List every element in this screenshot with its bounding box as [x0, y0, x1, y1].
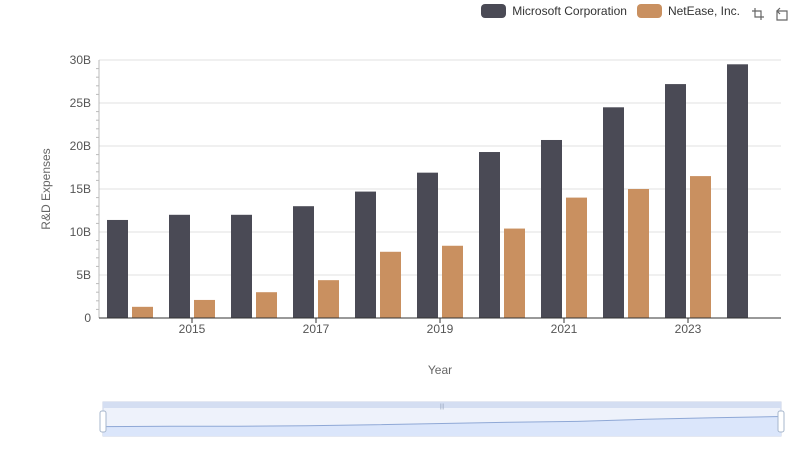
- bar-netease-2022: [628, 189, 649, 318]
- bar-microsoft-2023: [665, 84, 686, 318]
- datazoom-area: [103, 416, 781, 436]
- x-tick-label: 2023: [675, 322, 702, 336]
- bar-microsoft-2014: [107, 219, 128, 318]
- zoom-reset-icon[interactable]: [774, 6, 790, 22]
- datazoom-track: [102, 401, 782, 437]
- x-tick-label: 2019: [427, 322, 454, 336]
- bar-microsoft-2015: [169, 214, 190, 318]
- bar-microsoft-2019: [417, 172, 438, 318]
- y-tick-label: 0: [84, 311, 91, 325]
- datazoom-topbar: [103, 402, 781, 408]
- bar-microsoft-2016: [231, 214, 252, 318]
- bar-netease-2015: [194, 299, 215, 318]
- bar-netease-2020: [504, 228, 525, 318]
- bar-netease-2018: [380, 251, 401, 318]
- legend-swatch-netease: [636, 4, 662, 18]
- datazoom-drag-handle[interactable]: |||: [440, 404, 445, 410]
- bar-microsoft-2024: [727, 64, 748, 318]
- bar-netease-2017: [318, 280, 339, 318]
- y-tick-label: 10B: [70, 225, 91, 239]
- bar-netease-2016: [256, 292, 277, 318]
- bar-microsoft-2017: [293, 206, 314, 318]
- x-tick-label: 2021: [551, 322, 578, 336]
- datazoom-handle-right[interactable]: [777, 410, 785, 433]
- zoom-icon[interactable]: [750, 6, 766, 22]
- y-tick-label: 20B: [70, 139, 91, 153]
- datazoom-handle-left[interactable]: [99, 410, 107, 433]
- bar-netease-2021: [566, 197, 587, 318]
- legend-item-microsoft[interactable]: Microsoft Corporation: [481, 4, 627, 18]
- y-tick-label: 5B: [76, 268, 91, 282]
- legend: Microsoft Corporation NetEase, Inc.: [481, 4, 740, 18]
- toolbox: [750, 6, 790, 22]
- x-tick-label: 2015: [179, 322, 206, 336]
- bar-microsoft-2018: [355, 191, 376, 318]
- bar-microsoft-2022: [603, 107, 624, 318]
- x-tick-label: 2017: [303, 322, 330, 336]
- bar-netease-2014: [132, 306, 153, 318]
- bar-microsoft-2021: [541, 139, 562, 318]
- legend-label-netease: NetEase, Inc.: [667, 4, 740, 18]
- y-tick-label: 30B: [70, 53, 91, 67]
- legend-swatch-microsoft: [481, 4, 507, 18]
- bar-netease-2019: [442, 245, 463, 318]
- bar-netease-2023: [690, 176, 711, 318]
- y-tick-label: 25B: [70, 96, 91, 110]
- y-tick-label: 15B: [70, 182, 91, 196]
- legend-item-netease[interactable]: NetEase, Inc.: [636, 4, 740, 18]
- y-axis-title: R&D Expenses: [39, 148, 53, 229]
- bar-microsoft-2020: [479, 152, 500, 318]
- datazoom-line: [102, 416, 782, 428]
- x-axis-title: Year: [428, 363, 452, 377]
- legend-label-microsoft: Microsoft Corporation: [512, 4, 627, 18]
